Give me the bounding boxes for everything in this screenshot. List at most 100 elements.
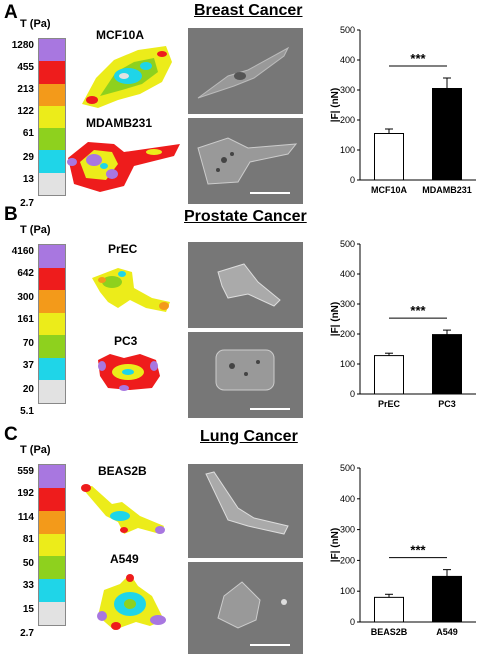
colorbar-segment — [39, 533, 65, 557]
x-tick-label: MDAMB231 — [422, 185, 472, 195]
y-tick-label: 500 — [340, 25, 355, 35]
y-tick-label: 0 — [350, 175, 355, 185]
scale-bar — [250, 408, 290, 410]
colorbar-segment — [39, 357, 65, 381]
traction-scale-label: T (Pa) — [20, 224, 51, 236]
colorbar-tick: 114 — [17, 512, 34, 523]
colorbar-segment — [39, 290, 65, 313]
panel-letter: B — [4, 204, 18, 225]
y-tick-label: 100 — [340, 359, 355, 369]
x-tick-label: MCF10A — [371, 185, 408, 195]
colorbar-segment — [39, 312, 65, 336]
y-tick-label: 100 — [340, 145, 355, 155]
y-tick-label: 200 — [340, 329, 355, 339]
traction-colorbar — [38, 244, 66, 404]
colorbar-tick: 2.7 — [20, 198, 34, 209]
colorbar-tick: 29 — [22, 152, 34, 163]
colorbar-segment — [39, 61, 65, 84]
panel-c: C Lung Cancer T (Pa) 559 192 114 81 50 3… — [0, 424, 484, 655]
colorbar-segment — [39, 487, 65, 511]
colorbar-tick: 33 — [22, 580, 34, 591]
colorbar-segment — [39, 579, 65, 603]
colorbar-tick: 61 — [22, 128, 34, 139]
colorbar-tick: 70 — [22, 338, 34, 349]
colorbar-tick: 1280 — [11, 40, 34, 51]
panel-title: Breast Cancer — [194, 2, 303, 19]
y-tick-label: 300 — [340, 525, 355, 535]
colorbar-tick: 50 — [22, 558, 34, 569]
phase-contrast-image — [188, 332, 303, 418]
colorbar-tick: 2.7 — [20, 628, 34, 639]
force-bar-chart: |F| (nN) 0 100 200 300 400 500 BEAS2B A549 *** — [330, 463, 476, 637]
phase-contrast-image — [188, 464, 303, 558]
traction-map-pc3 — [98, 354, 160, 391]
phase-contrast-image — [188, 28, 303, 114]
colorbar-tick: 5.1 — [20, 406, 34, 417]
colorbar-segment — [39, 105, 65, 129]
y-axis-label: |F| (nN) — [330, 302, 341, 336]
colorbar-segment — [39, 602, 65, 626]
significance-stars: *** — [410, 303, 426, 318]
colorbar-segment — [39, 245, 65, 268]
panel-b: B Prostate Cancer T (Pa) 4160 642 300 16… — [0, 204, 484, 425]
colorbar-tick: 20 — [22, 384, 34, 395]
x-tick-label: PC3 — [438, 399, 456, 409]
cell-name: MDAMB231 — [86, 116, 153, 130]
scale-bar — [250, 644, 290, 646]
bar — [432, 88, 462, 181]
colorbar-tick: 161 — [17, 314, 34, 325]
panel-letter: A — [4, 2, 18, 23]
cell-name: A549 — [110, 552, 139, 566]
traction-map-mdamb231 — [67, 142, 180, 192]
colorbar-tick: 15 — [22, 604, 34, 615]
traction-map-prec — [92, 268, 170, 312]
colorbar-tick: 559 — [17, 466, 34, 477]
colorbar-segment — [39, 128, 65, 151]
y-tick-label: 0 — [350, 617, 355, 627]
x-tick-label: BEAS2B — [371, 627, 408, 637]
colorbar-tick: 4160 — [11, 246, 34, 257]
colorbar-tick: 300 — [17, 292, 34, 303]
bar — [374, 133, 404, 181]
colorbar-segment — [39, 83, 65, 106]
traction-scale-label: T (Pa) — [20, 444, 51, 456]
y-tick-label: 200 — [340, 555, 355, 565]
panel-title: Lung Cancer — [200, 428, 298, 445]
traction-map-beas2b — [81, 484, 165, 534]
y-tick-label: 0 — [350, 389, 355, 399]
cell-name: MCF10A — [96, 28, 145, 42]
colorbar-tick: 37 — [22, 360, 34, 371]
force-bar-chart: |F| (nN) 0 100 200 300 400 500 PrEC PC3 *** — [330, 239, 476, 409]
y-tick-label: 400 — [340, 55, 355, 65]
traction-colorbar — [38, 464, 66, 626]
bar — [432, 334, 462, 395]
panel-letter: C — [4, 424, 18, 445]
scale-bar — [250, 192, 290, 194]
colorbar-tick: 213 — [17, 84, 34, 95]
panel-a: A Breast Cancer T (Pa) 1280 455 213 122 … — [0, 0, 484, 215]
y-axis-label: |F| (nN) — [330, 528, 341, 562]
colorbar-tick: 642 — [17, 268, 34, 279]
colorbar-tick: 455 — [17, 62, 34, 73]
bar — [374, 355, 404, 395]
y-tick-label: 100 — [340, 586, 355, 596]
x-tick-label: PrEC — [378, 399, 401, 409]
y-tick-label: 300 — [340, 299, 355, 309]
phase-contrast-image — [188, 562, 303, 654]
x-tick-label: A549 — [436, 627, 458, 637]
force-bar-chart: |F| (nN) 0 100 200 300 400 500 MCF10A MDAMB231 **… — [330, 25, 476, 195]
y-tick-label: 300 — [340, 85, 355, 95]
colorbar-tick: 13 — [22, 174, 34, 185]
colorbar-segment — [39, 380, 65, 404]
colorbar-segment — [39, 465, 65, 488]
colorbar-segment — [39, 267, 65, 291]
colorbar-segment — [39, 39, 65, 62]
colorbar-segment — [39, 172, 65, 195]
colorbar-tick: 81 — [22, 534, 34, 545]
y-tick-label: 500 — [340, 239, 355, 249]
bar — [374, 596, 404, 623]
traction-scale-label: T (Pa) — [20, 18, 51, 30]
y-tick-label: 400 — [340, 269, 355, 279]
panel-title: Prostate Cancer — [184, 208, 307, 225]
colorbar-segment — [39, 510, 65, 534]
